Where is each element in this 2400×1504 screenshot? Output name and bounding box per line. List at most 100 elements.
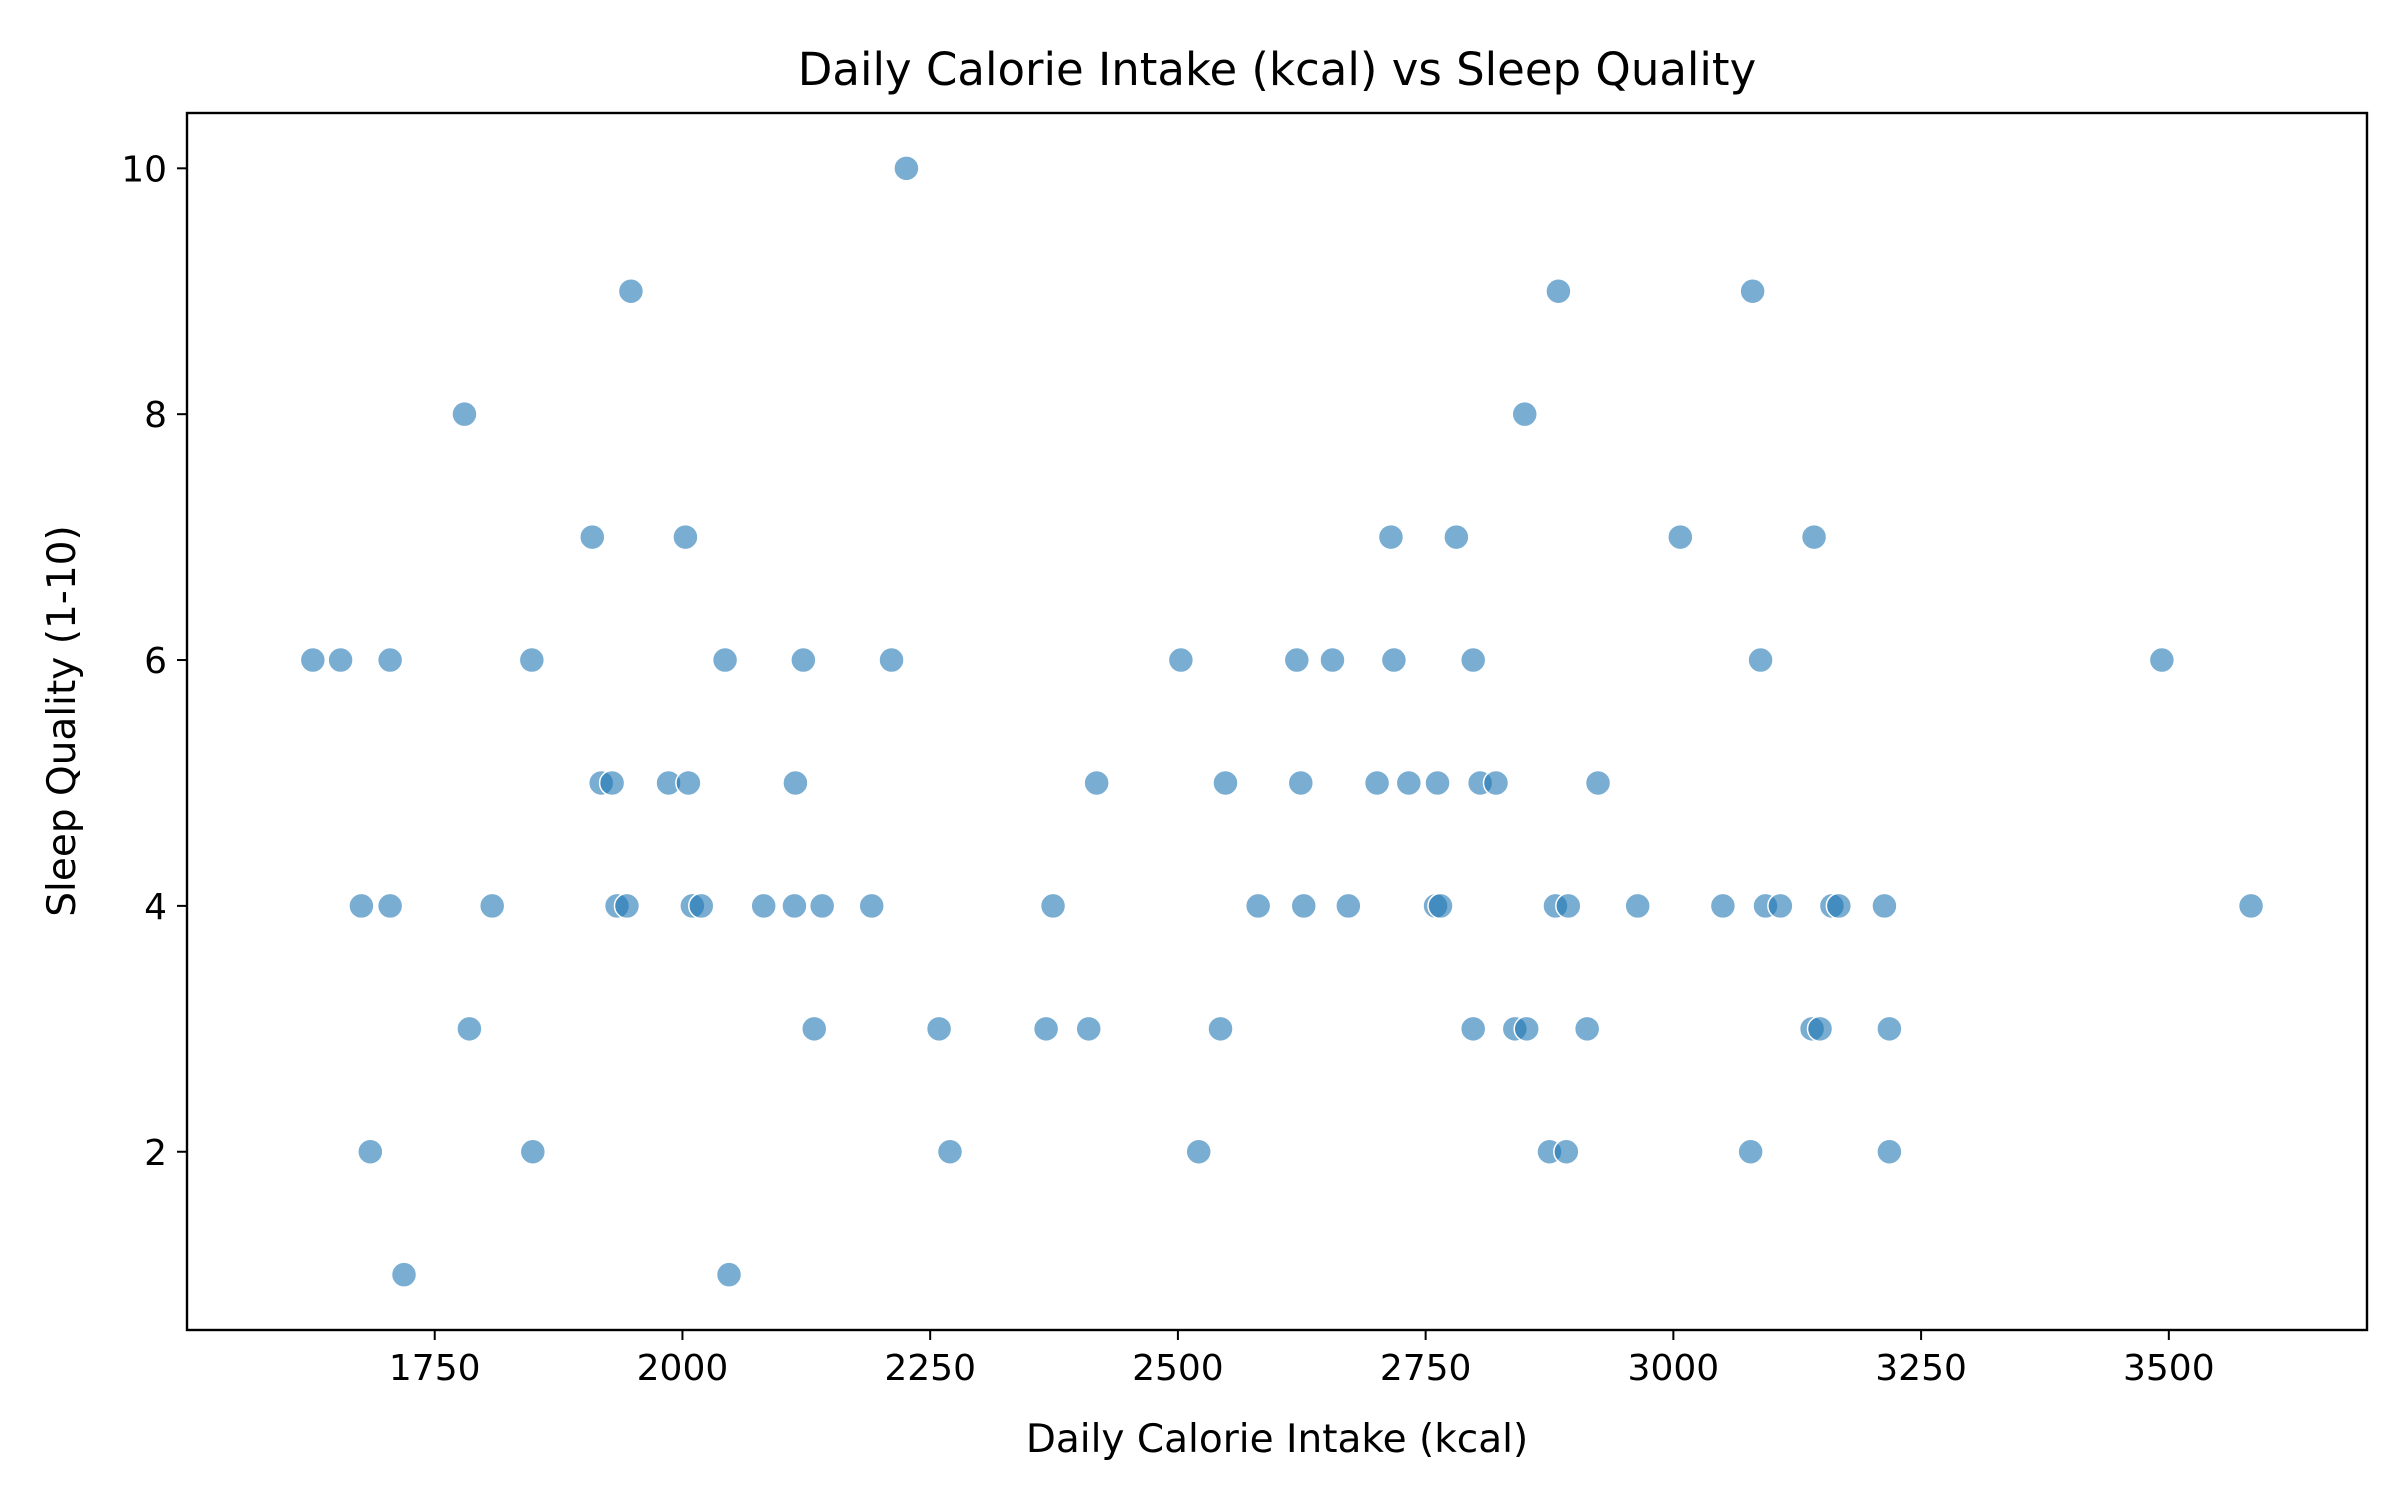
y-tick-label: 2	[144, 1133, 167, 1174]
data-point	[617, 277, 645, 305]
data-point	[1244, 892, 1272, 920]
data-point	[1709, 892, 1737, 920]
data-point	[1513, 1015, 1540, 1043]
x-tick-label: 2500	[1132, 1348, 1224, 1389]
data-point	[672, 523, 699, 551]
x-axis-label: Daily Calorie Intake (kcal)	[1026, 1417, 1528, 1462]
x-tick-label: 2750	[1380, 1348, 1472, 1389]
y-tick-label: 4	[144, 887, 167, 928]
data-point	[925, 1015, 953, 1043]
data-point	[1335, 892, 1362, 920]
data-point	[1283, 646, 1311, 674]
data-point	[1737, 1138, 1764, 1166]
data-point	[579, 523, 606, 551]
data-point	[451, 400, 478, 428]
data-point	[1545, 277, 1572, 305]
data-point	[675, 769, 702, 797]
data-point	[613, 892, 641, 920]
data-point	[1380, 646, 1408, 674]
data-point	[1459, 1015, 1487, 1043]
data-point	[348, 892, 375, 920]
data-point	[1800, 523, 1828, 551]
data-point	[478, 892, 506, 920]
data-point	[1876, 1138, 1903, 1166]
data-point	[376, 646, 404, 674]
x-tick-label: 2000	[637, 1348, 729, 1389]
x-axis-ticks: 1750 2000 2250 2500 2750 3000 3250 3500	[389, 1330, 2215, 1389]
y-tick-label: 6	[144, 641, 167, 682]
data-point	[518, 646, 546, 674]
data-point	[1876, 1015, 1903, 1043]
data-point	[715, 1261, 743, 1288]
data-point	[1747, 646, 1774, 674]
data-point	[1573, 1015, 1601, 1043]
data-point	[1427, 892, 1454, 920]
data-point	[598, 769, 626, 797]
data-point	[2237, 892, 2265, 920]
data-point	[893, 155, 920, 182]
x-tick-label: 3500	[2123, 1348, 2215, 1389]
y-axis-label: Sleep Quality (1-10)	[40, 525, 85, 916]
data-point	[299, 646, 327, 674]
data-point	[858, 892, 885, 920]
data-point	[1739, 277, 1766, 305]
data-point	[800, 1015, 828, 1043]
x-tick-label: 3000	[1628, 1348, 1720, 1389]
data-point	[936, 1138, 964, 1166]
data-point	[711, 646, 739, 674]
data-point	[1083, 769, 1110, 797]
points-layer	[299, 155, 2265, 1288]
data-point	[1212, 769, 1239, 797]
data-point	[1395, 769, 1423, 797]
data-point	[1553, 1138, 1580, 1166]
data-point	[1825, 892, 1853, 920]
data-point	[808, 892, 836, 920]
data-point	[357, 1138, 384, 1166]
chart-title: Daily Calorie Intake (kcal) vs Sleep Qua…	[798, 43, 1756, 96]
data-point	[878, 646, 905, 674]
data-point	[1363, 769, 1391, 797]
data-point	[782, 769, 809, 797]
plot-frame	[185, 111, 2369, 1332]
data-point	[1032, 1015, 1060, 1043]
data-point	[1555, 892, 1582, 920]
data-point	[1624, 892, 1651, 920]
data-point	[456, 1015, 483, 1043]
data-point	[1667, 523, 1694, 551]
data-point	[1207, 1015, 1234, 1043]
data-point	[327, 646, 354, 674]
data-point	[1167, 646, 1195, 674]
y-tick-label: 10	[121, 149, 167, 190]
data-point	[390, 1261, 418, 1288]
data-point	[1424, 769, 1451, 797]
data-point	[1806, 1015, 1834, 1043]
data-point	[1319, 646, 1346, 674]
y-axis-ticks: 2 4 6 8 10	[121, 149, 187, 1174]
data-point	[1871, 892, 1898, 920]
y-tick-label: 8	[144, 395, 167, 436]
data-point	[1511, 400, 1538, 428]
data-point	[750, 892, 777, 920]
x-tick-label: 3250	[1875, 1348, 1967, 1389]
x-tick-label: 1750	[389, 1348, 481, 1389]
x-tick-label: 2250	[884, 1348, 976, 1389]
data-point	[1287, 769, 1315, 797]
data-point	[781, 892, 808, 920]
data-point	[1075, 1015, 1102, 1043]
data-point	[790, 646, 817, 674]
data-point	[1290, 892, 1318, 920]
data-point	[1482, 769, 1510, 797]
data-point	[2148, 646, 2176, 674]
data-point	[1039, 892, 1067, 920]
data-point	[1584, 769, 1612, 797]
data-point	[1377, 523, 1405, 551]
data-point	[1185, 1138, 1212, 1166]
data-point	[1443, 523, 1470, 551]
data-point	[1767, 892, 1794, 920]
data-point	[1459, 646, 1487, 674]
data-point	[688, 892, 715, 920]
data-point	[519, 1138, 547, 1166]
data-point	[376, 892, 404, 920]
